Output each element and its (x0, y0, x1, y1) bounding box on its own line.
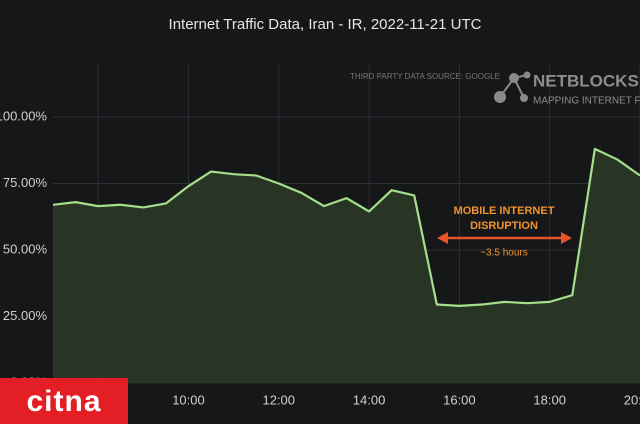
y-tick-label: 25.00% (3, 308, 48, 323)
brand-name: NETBLOCKS (533, 71, 639, 90)
x-tick-label: 20:00 (624, 392, 640, 407)
arrow-head (437, 232, 448, 244)
y-tick-label: 50.00% (3, 241, 48, 256)
y-tick-label: 75.00% (3, 175, 48, 190)
watermark: citna (26, 385, 101, 418)
arrow-head (561, 232, 572, 244)
x-tick-label: 16:00 (443, 392, 476, 407)
x-tick-label: 14:00 (353, 392, 386, 407)
plot (52, 147, 640, 383)
line (52, 147, 640, 307)
y-tick-label: 100.00% (0, 108, 47, 123)
chart-title: Internet Traffic Data, Iran - IR, 2022-1… (169, 16, 482, 33)
brand-tagline: MAPPING INTERNET FREEDOM (533, 96, 640, 107)
annotation-label: MOBILE INTERNET (454, 205, 555, 217)
area (53, 148, 640, 383)
x-tick-label: 12:00 (262, 392, 295, 407)
watermark-box (0, 378, 128, 424)
annotation-label: DISRUPTION (470, 220, 538, 232)
x-tick-label: 10:00 (172, 392, 205, 407)
x-tick-label: 18:00 (533, 392, 566, 407)
source-note: THIRD PARTY DATA SOURCE: GOOGLE (350, 72, 500, 81)
annotation: MOBILE INTERNET DISRUPTION ~3.5 hours (437, 205, 572, 259)
brand-icon (494, 71, 531, 103)
annotation-duration: ~3.5 hours (480, 248, 528, 259)
